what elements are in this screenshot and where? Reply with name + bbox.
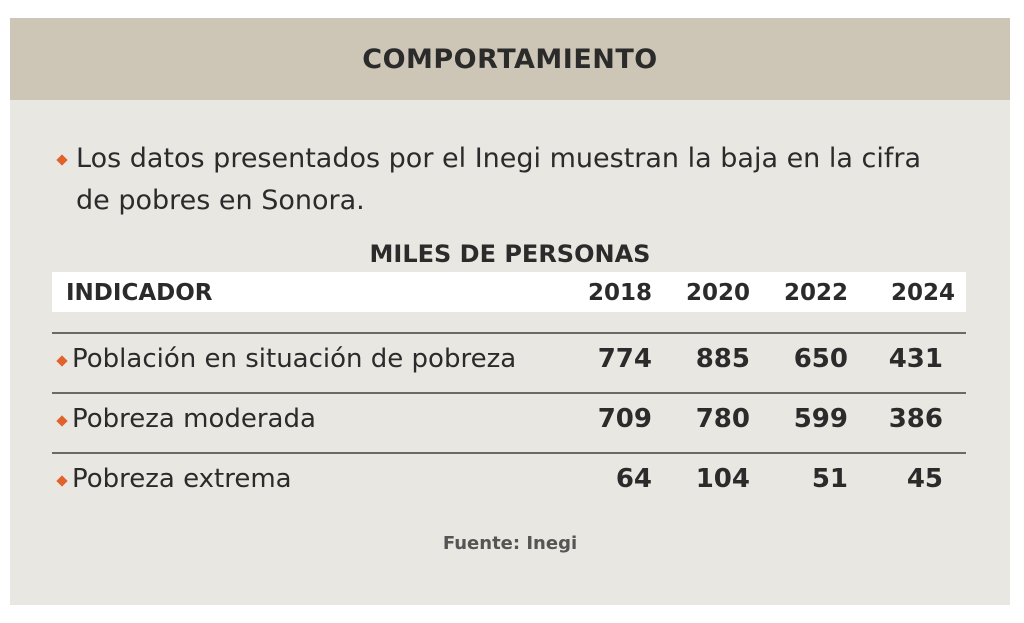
cell-value: 709 [597,404,652,434]
source: Fuente: Inegi [442,533,578,554]
cell-value: 386 [888,404,943,434]
table-caption: MILES DE PERSONAS [369,240,651,268]
cell-value: 104 [695,464,750,494]
row-rule [52,392,966,394]
cell-value: 780 [695,404,750,434]
cell-value: 885 [695,344,750,374]
cell-value: 650 [793,344,848,374]
table-header: INDICADOR 2018 2020 2022 2024 [52,272,966,312]
cell-value: 774 [597,344,652,374]
column-header: 2020 [685,280,750,306]
cell-value: 431 [888,344,943,374]
cell-value: 51 [811,464,848,494]
row-rule [52,452,966,454]
cell-value: 45 [906,464,943,494]
column-header: INDICADOR [66,280,213,306]
row-label: Pobreza moderada [72,404,316,434]
row-label: Pobreza extrema [72,464,292,494]
note: Los datos presentados por el Inegi muest… [72,138,956,222]
header-band: COMPORTAMIENTO [10,18,1010,100]
row-label: Población en situación de pobreza [72,344,517,374]
card: COMPORTAMIENTO Los datos presentados por… [10,18,1010,605]
title: COMPORTAMIENTO [362,43,658,75]
column-header: 2022 [783,280,848,306]
cell-value: 599 [793,404,848,434]
row-rule [52,332,966,334]
cell-value: 64 [615,464,652,494]
column-header: 2018 [587,280,652,306]
column-header: 2024 [890,280,955,306]
